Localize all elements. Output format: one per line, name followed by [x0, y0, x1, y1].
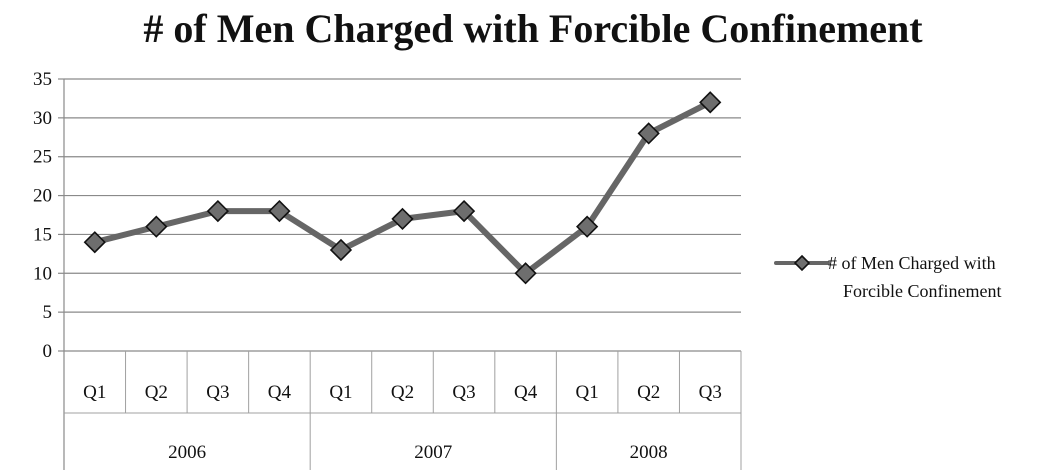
data-point — [699, 91, 722, 114]
y-tick-label: 25 — [33, 147, 52, 168]
data-point — [329, 238, 353, 262]
y-tick-label: 15 — [33, 224, 52, 245]
legend-label-line-1: # of Men Charged with — [828, 253, 996, 273]
x-tick-label: Q1 — [329, 382, 352, 403]
y-tick-label: 35 — [33, 69, 52, 90]
x-tick-label: Q2 — [391, 382, 414, 403]
data-point — [206, 199, 229, 223]
data-point — [514, 262, 537, 285]
x-tick-label: Q4 — [268, 382, 292, 403]
series-group — [83, 91, 722, 285]
data-point — [452, 199, 476, 223]
chart-title: # of Men Charged with Forcible Confineme… — [143, 6, 923, 51]
x-group-label: 2008 — [630, 442, 668, 463]
data-point — [268, 199, 291, 223]
x-tick-label: Q2 — [637, 382, 660, 403]
y-tick-label: 30 — [33, 108, 52, 129]
x-tick-label: Q2 — [145, 382, 168, 403]
data-point — [145, 215, 168, 238]
data-point — [637, 122, 660, 145]
legend: # of Men Charged with Forcible Confineme… — [774, 253, 1001, 301]
legend-marker-diamond — [793, 254, 811, 272]
data-point — [576, 215, 599, 238]
x-tick-label: Q3 — [452, 382, 475, 403]
y-tick-label: 20 — [33, 186, 52, 207]
y-tick-label: 10 — [33, 263, 52, 284]
x-tick-label: Q1 — [576, 382, 599, 403]
y-axis: 0 5 10 15 20 25 30 35 — [33, 69, 65, 470]
y-tick-label: 5 — [43, 302, 53, 323]
data-point — [391, 207, 414, 231]
x-tick-label: Q4 — [514, 382, 538, 403]
series-line — [91, 99, 714, 277]
data-point — [83, 231, 106, 254]
legend-label-line-2: Forcible Confinement — [843, 281, 1001, 301]
x-tick-label: Q3 — [699, 382, 722, 403]
y-tick-label: 0 — [43, 341, 53, 362]
x-group-label: 2007 — [414, 442, 452, 463]
x-axis: Q1 Q2 Q3 Q4 Q1 Q2 Q3 Q4 Q1 Q2 Q3 2006 2007 2008 — [64, 351, 742, 470]
x-tick-label: Q3 — [206, 382, 229, 403]
gridlines — [64, 78, 741, 352]
x-tick-label: Q1 — [83, 382, 106, 403]
x-group-label: 2006 — [168, 442, 206, 463]
